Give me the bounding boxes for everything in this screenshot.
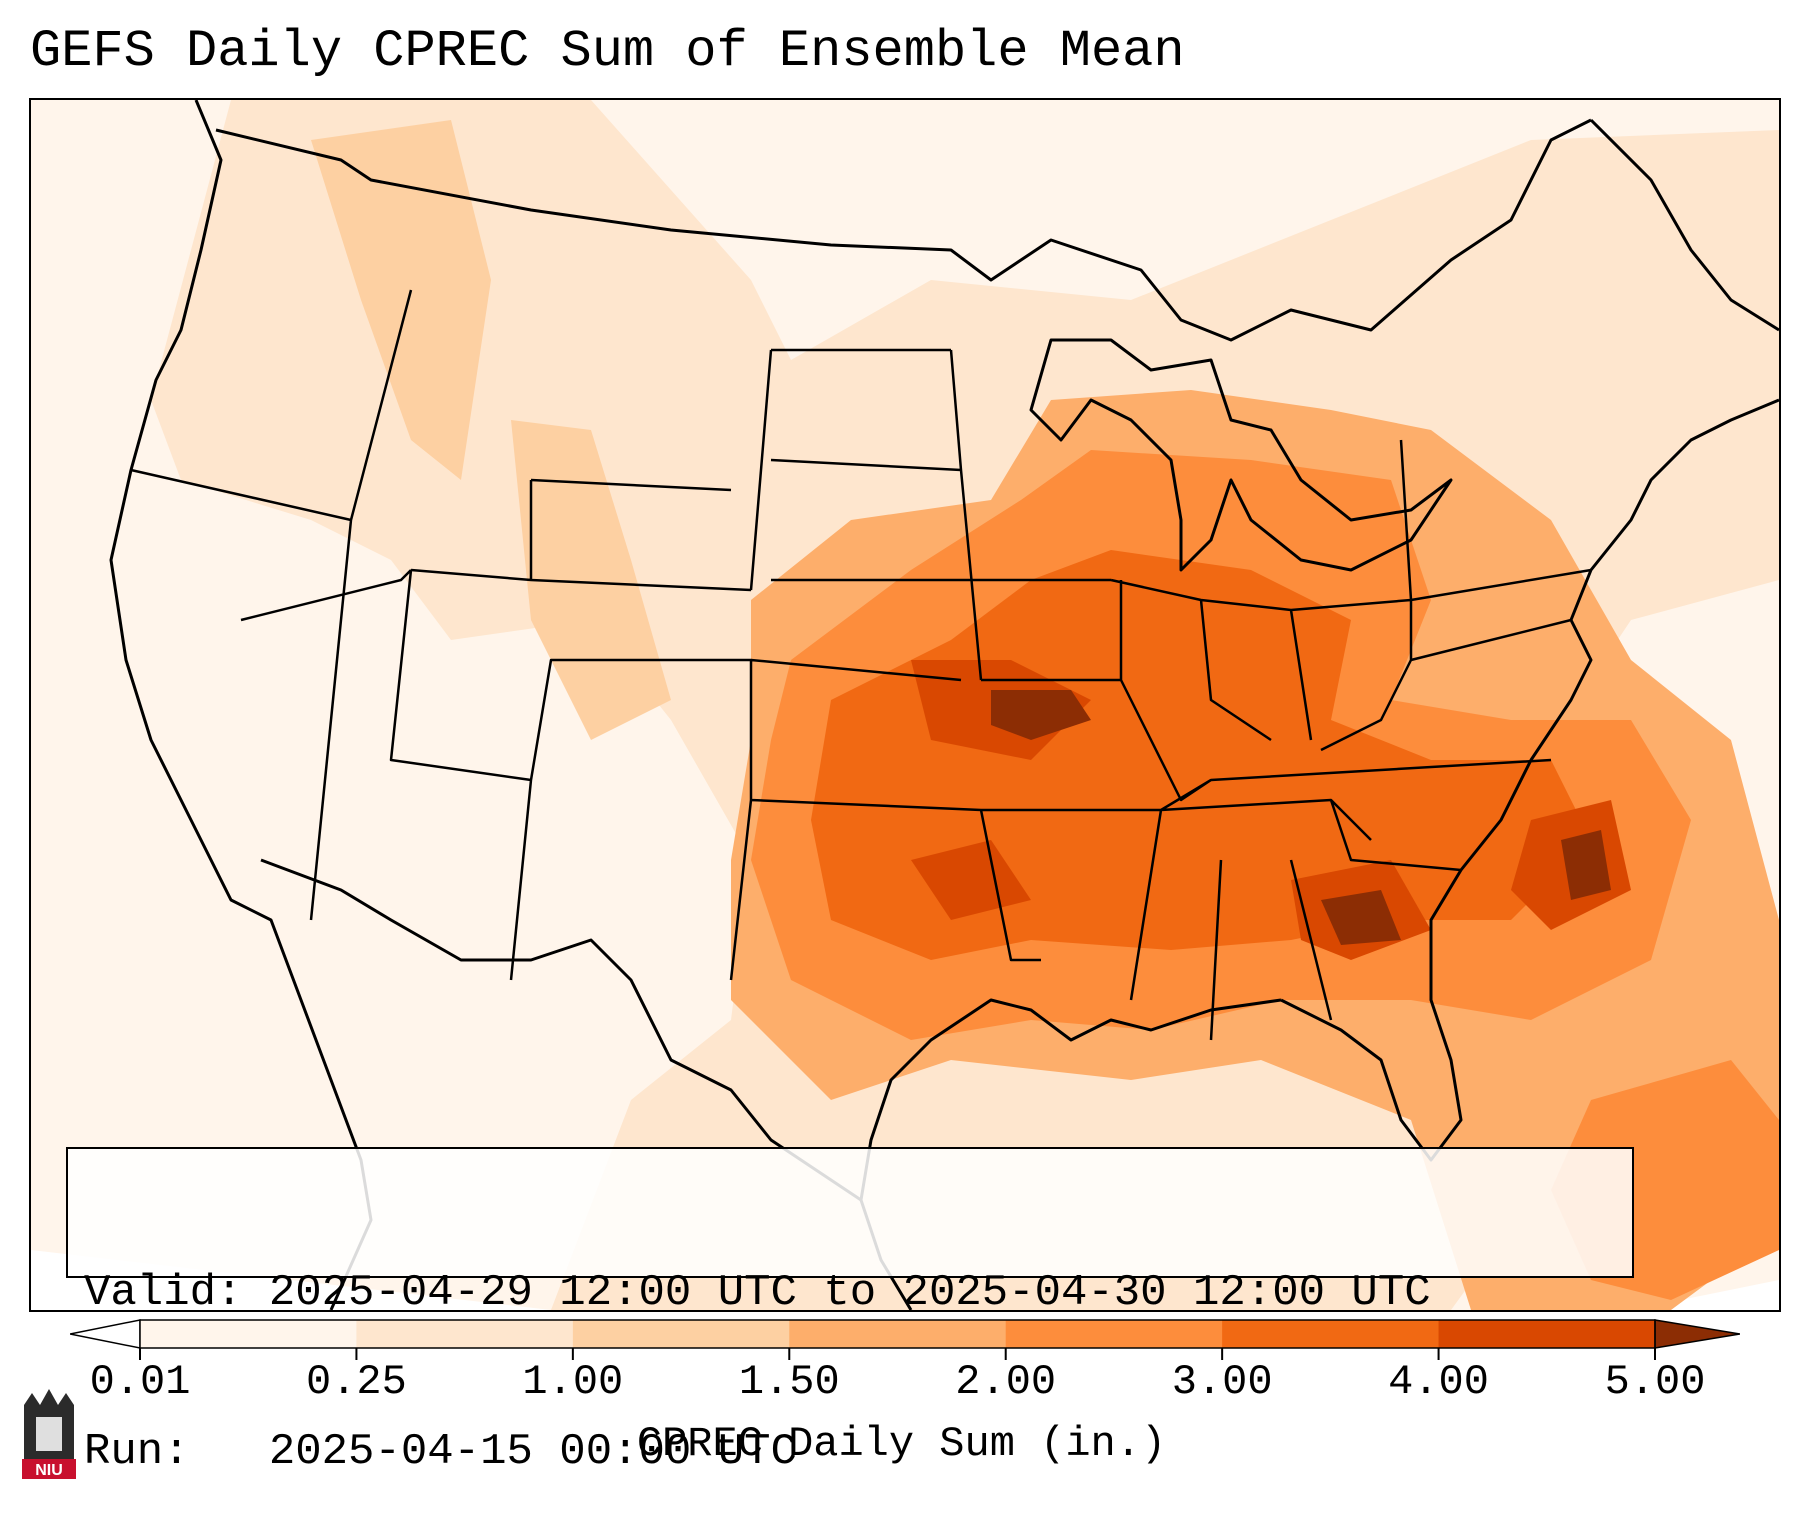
precip-map[interactable] [31, 100, 1779, 1310]
colorbar-segment [789, 1320, 1007, 1348]
coastline-west [109, 100, 373, 1310]
colorbar-tick-label: 2.00 [955, 1358, 1057, 1406]
colorbar-extend-low [70, 1319, 141, 1349]
colorbar-tick-label: 0.01 [89, 1358, 191, 1406]
valid-line: Valid: 2025-04-29 12:00 UTC to 2025-04-3… [84, 1267, 1616, 1320]
colorbar [70, 1319, 1740, 1360]
colorbar-outline [139, 1319, 1656, 1349]
precip-region-extreme-2 [911, 840, 1031, 920]
colorbar-label: CPREC Daily Sum (in.) [636, 1420, 1167, 1468]
precip-region-very-heavy [811, 550, 1591, 960]
logo-text: NIU [35, 1462, 63, 1479]
colorbar-tick-label: 3.00 [1171, 1358, 1273, 1406]
logo-badge [22, 1459, 76, 1479]
colorbar-extend-high [1654, 1319, 1740, 1349]
valid-label: Valid: [84, 1268, 243, 1318]
colorbar-tick-label: 1.00 [522, 1358, 624, 1406]
colorbar-segment [140, 1320, 357, 1348]
run-value: 2025-04-15 00:00 UTC [268, 1427, 797, 1477]
colorbar-ticks [139, 1348, 1656, 1360]
run-line: Run: 2025-04-15 00:00 UTC [84, 1426, 1616, 1479]
precip-region-light-north [311, 120, 491, 480]
logo-window-icon [36, 1417, 62, 1451]
state-lines [130, 289, 1592, 1041]
colorbar-segment [572, 1320, 790, 1348]
precip-field [151, 100, 1779, 1310]
colorbar-segment [1005, 1320, 1223, 1348]
colorbar-segment [356, 1320, 574, 1348]
colorbar-segments [70, 1319, 1740, 1349]
colorbar-segment [1438, 1320, 1656, 1348]
precip-region-max-1 [991, 690, 1091, 740]
run-label: Run: [84, 1427, 190, 1477]
precip-region-max-3 [1561, 830, 1611, 900]
colorbar-tick-label: 4.00 [1388, 1358, 1489, 1406]
colorbar-tick-label: 5.00 [1604, 1358, 1706, 1406]
colorbar-tick-label: 0.25 [306, 1358, 407, 1406]
coastline-east [1280, 118, 1779, 1162]
great-lakes [1029, 338, 1453, 572]
colorbar-tick-labels: 0.01 0.25 1.00 1.50 2.00 3.00 4.00 5.00 [0, 1358, 1803, 1418]
colorbar-tick-label: 1.50 [738, 1358, 840, 1406]
boundaries [109, 100, 1779, 1310]
logo-tower-top-icon [24, 1389, 74, 1405]
precip-region-max-2 [1321, 890, 1401, 945]
mexico-border [260, 858, 862, 1202]
map-panel[interactable] [29, 98, 1781, 1312]
valid-value: 2025-04-29 12:00 UTC to 2025-04-30 12:00… [268, 1268, 1431, 1318]
niu-logo: NIU [22, 1389, 76, 1479]
canada-border [215, 118, 1592, 342]
colorbar-segment [1222, 1320, 1440, 1348]
info-box: Valid: 2025-04-29 12:00 UTC to 2025-04-3… [66, 1147, 1634, 1477]
page-title: GEFS Daily CPREC Sum of Ensemble Mean [30, 22, 1185, 81]
